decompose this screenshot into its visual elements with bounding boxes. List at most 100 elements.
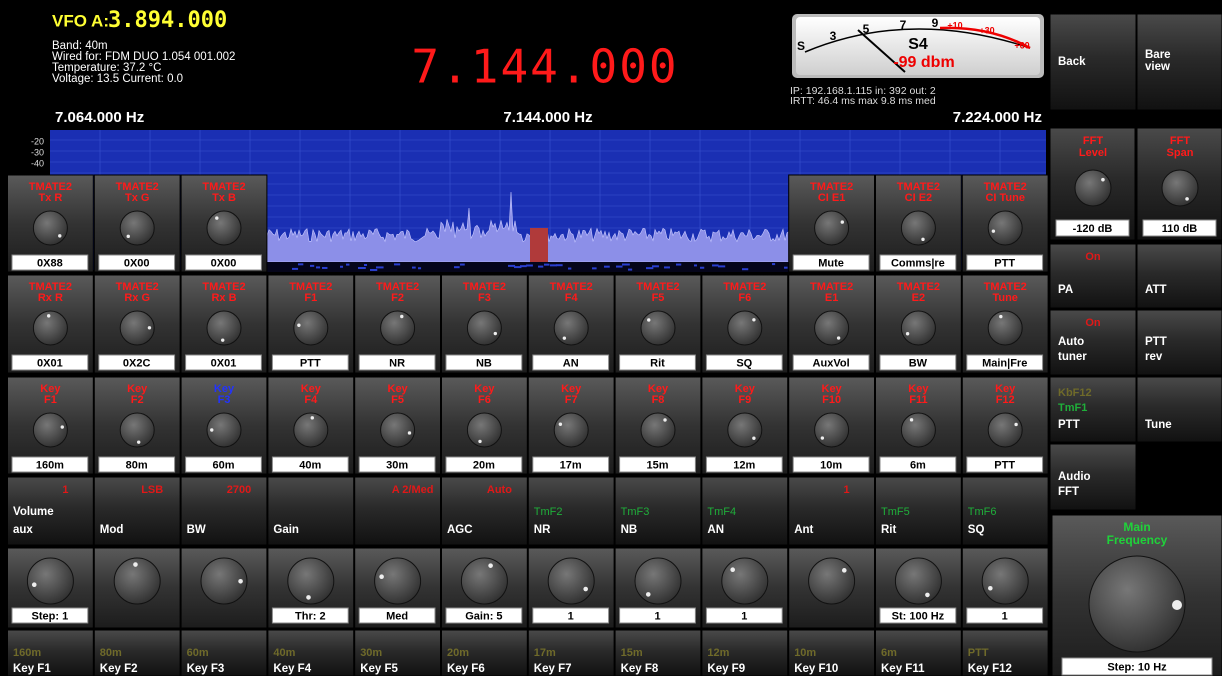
knob[interactable] [634, 557, 682, 605]
side-button[interactable] [1136, 243, 1222, 309]
knob-title: TMATE2 [550, 281, 593, 293]
knob[interactable] [374, 557, 422, 605]
value-text: 1 [654, 610, 660, 622]
value-box [185, 254, 262, 271]
knob[interactable] [119, 310, 155, 346]
knob[interactable] [1161, 169, 1199, 207]
key-button[interactable] [527, 629, 615, 676]
button[interactable] [875, 476, 962, 546]
key-button[interactable] [788, 629, 876, 676]
main-knob[interactable] [1088, 555, 1186, 653]
knob[interactable] [32, 310, 68, 346]
key-button[interactable] [441, 629, 528, 676]
button[interactable] [527, 476, 615, 546]
knob[interactable] [987, 310, 1023, 346]
value-text: 40m [299, 459, 321, 471]
knob[interactable] [721, 557, 769, 605]
knob[interactable] [894, 557, 942, 605]
button[interactable] [354, 476, 442, 546]
side-button[interactable] [1049, 376, 1137, 443]
knob[interactable] [32, 412, 68, 448]
knob[interactable] [814, 210, 850, 246]
side-text: Main [1123, 520, 1150, 534]
button[interactable] [180, 476, 268, 546]
key-band: 6m [881, 647, 897, 659]
knob[interactable] [1074, 169, 1112, 207]
key-button[interactable] [93, 629, 181, 676]
knob[interactable] [206, 412, 242, 448]
button[interactable] [93, 476, 181, 546]
knob[interactable] [206, 310, 242, 346]
button[interactable] [7, 476, 94, 546]
knob-subtitle: F12 [996, 394, 1015, 406]
key-button[interactable] [267, 629, 355, 676]
side-button[interactable] [1136, 13, 1222, 111]
value-box [185, 456, 262, 473]
key-button[interactable] [961, 629, 1049, 676]
button[interactable] [267, 476, 355, 546]
side-button[interactable] [1049, 13, 1137, 111]
key-name: Key F9 [707, 663, 745, 675]
knob[interactable] [981, 557, 1029, 605]
knob[interactable] [553, 310, 589, 346]
key-band: 10m [794, 647, 816, 659]
knob[interactable] [640, 310, 676, 346]
knob[interactable] [26, 557, 74, 605]
value-box [11, 456, 89, 473]
button[interactable] [788, 476, 876, 546]
knob[interactable] [900, 310, 936, 346]
db-label: -20 [31, 136, 44, 146]
knob[interactable] [814, 310, 850, 346]
knob[interactable] [814, 412, 850, 448]
button-label: Rit [881, 524, 897, 536]
key-button[interactable] [875, 629, 962, 676]
button[interactable] [441, 476, 528, 546]
knob[interactable] [727, 412, 763, 448]
knob[interactable] [119, 210, 155, 246]
meter-scale-label: +60 [1014, 40, 1029, 50]
knob[interactable] [808, 557, 856, 605]
value-box [11, 254, 89, 271]
knob[interactable] [460, 557, 508, 605]
key-button[interactable] [180, 629, 268, 676]
button[interactable] [961, 476, 1049, 546]
key-button[interactable] [614, 629, 702, 676]
knob[interactable] [727, 310, 763, 346]
knob[interactable] [200, 557, 248, 605]
knob-subtitle: F6 [738, 292, 751, 304]
knob[interactable] [293, 310, 329, 346]
knob[interactable] [466, 412, 502, 448]
button[interactable] [701, 476, 789, 546]
value-box [879, 456, 957, 473]
waterfall-fleck [616, 265, 623, 268]
knob[interactable] [547, 557, 595, 605]
button-label: AGC [447, 524, 473, 536]
knob[interactable] [293, 412, 329, 448]
knob[interactable] [553, 412, 589, 448]
knob[interactable] [119, 412, 155, 448]
key-button[interactable] [354, 629, 442, 676]
key-button[interactable] [7, 629, 94, 676]
side-button[interactable] [1049, 309, 1137, 376]
side-button[interactable] [1136, 376, 1222, 443]
knob[interactable] [640, 412, 676, 448]
knob[interactable] [380, 310, 416, 346]
knob[interactable] [287, 557, 335, 605]
knob[interactable] [380, 412, 416, 448]
knob[interactable] [466, 310, 502, 346]
knob[interactable] [987, 210, 1023, 246]
meter-scale-label: +10 [947, 20, 962, 30]
key-button[interactable] [701, 629, 789, 676]
knob[interactable] [900, 210, 936, 246]
knob[interactable] [987, 412, 1023, 448]
side-button[interactable] [1136, 309, 1222, 376]
side-button[interactable] [1049, 243, 1137, 309]
knob[interactable] [206, 210, 242, 246]
value-text: 160m [36, 459, 64, 471]
knob[interactable] [113, 557, 161, 605]
knob[interactable] [900, 412, 936, 448]
key-band: 15m [621, 647, 643, 659]
knob[interactable] [32, 210, 68, 246]
button[interactable] [614, 476, 702, 546]
side-button[interactable] [1049, 443, 1137, 511]
